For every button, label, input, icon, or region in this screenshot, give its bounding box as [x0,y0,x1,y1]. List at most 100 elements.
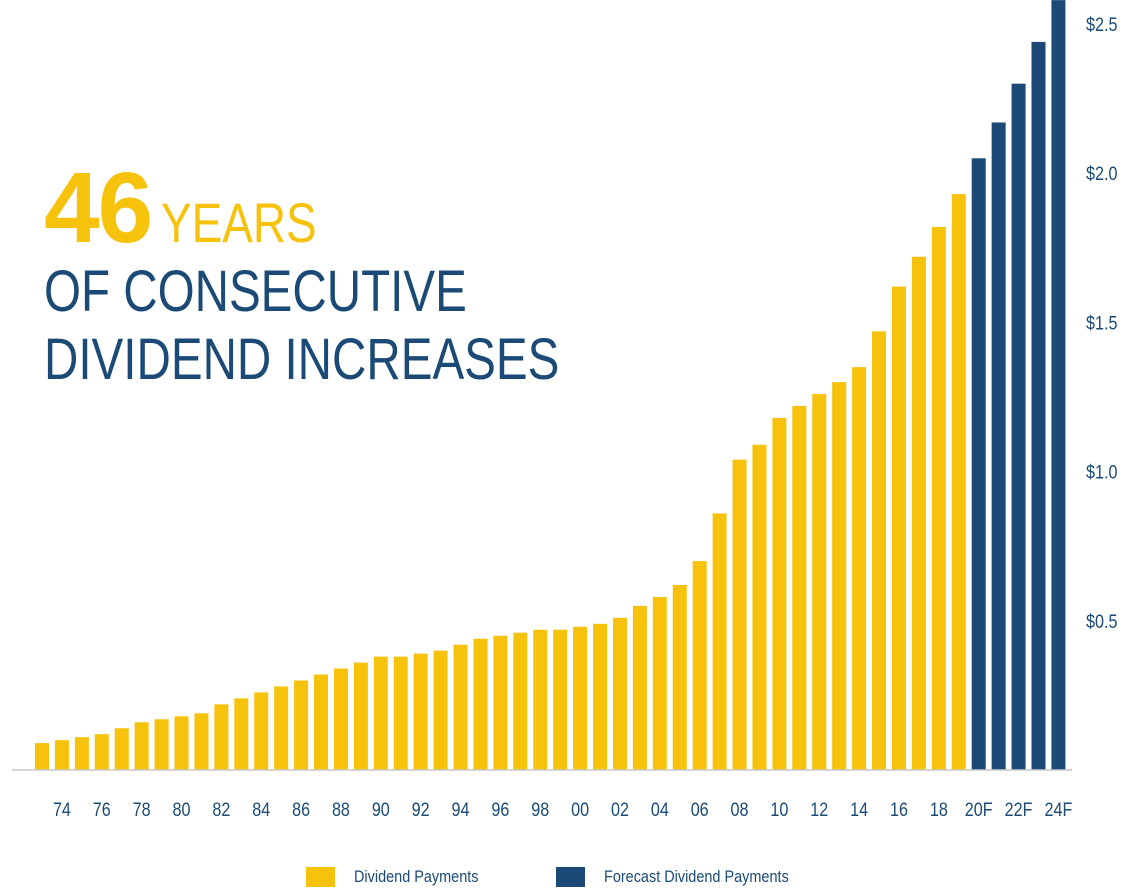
y-tick-labels: $0.5 $1.0 $1.5 $2.0 $2.5 [1086,14,1118,632]
bar-dividend-09 [752,444,767,770]
x-tick-92: 92 [412,799,430,821]
bar-dividend-94 [453,644,468,770]
bar-dividend-97 [513,632,528,770]
bar-dividend-98 [533,629,548,770]
x-tick-96: 96 [491,799,509,821]
y-tick-1-5: $1.5 [1086,312,1118,334]
headline-line-2: DIVIDEND INCREASES [44,327,560,392]
bar-dividend-11 [792,405,807,770]
legend-item-forecast: Forecast Dividend Payments [556,867,821,887]
x-tick-02: 02 [611,799,629,821]
y-tick-0-5: $0.5 [1086,611,1118,633]
bar-dividend-05 [672,584,687,770]
bar-dividend-78 [134,722,149,770]
bar-dividend-08 [732,459,747,770]
legend-swatch-dividend [306,867,335,887]
bar-dividend-82 [214,704,229,770]
bar-dividend-99 [553,629,568,770]
x-tick-16: 16 [890,799,908,821]
years-label: YEARS [161,191,317,254]
bar-dividend-14 [852,367,867,770]
bar-dividend-19 [951,194,966,771]
x-tick-88: 88 [332,799,350,821]
x-tick-90: 90 [372,799,390,821]
legend-label-dividend: Dividend Payments [354,867,479,886]
legend-label-forecast: Forecast Dividend Payments [604,867,790,886]
bar-dividend-77 [114,728,129,770]
x-tick-22F: 22F [1005,799,1033,821]
x-tick-08: 08 [731,799,749,821]
bar-dividend-18 [931,226,946,770]
legend-swatch-forecast [556,867,586,887]
bar-dividend-90 [373,656,388,770]
x-tick-12: 12 [810,799,828,821]
headline: 46 YEARS OF CONSECUTIVE DIVIDEND INCREAS… [44,158,672,394]
x-tick-labels: 74 76 78 80 82 84 86 88 90 92 94 96 98 00 02 04 06 08 10 12… [53,799,1073,821]
bar-forecast-21F [991,122,1006,771]
bar-dividend-86 [294,680,309,770]
headline-line-1: OF CONSECUTIVE [44,259,467,324]
x-tick-10: 10 [770,799,788,821]
bar-dividend-83 [234,698,249,770]
bar-dividend-88 [333,668,348,770]
bar-dividend-76 [94,734,109,770]
x-tick-80: 80 [173,799,191,821]
bar-dividend-13 [832,382,847,770]
legend-item-dividend: Dividend Payments [306,867,500,887]
bar-dividend-85 [274,686,289,770]
bar-dividend-75 [74,737,89,770]
bar-dividend-00 [573,626,588,770]
x-tick-18: 18 [930,799,948,821]
x-tick-98: 98 [531,799,549,821]
bars-group [35,0,1066,771]
bar-dividend-06 [692,561,707,770]
bar-dividend-12 [812,394,827,770]
bar-dividend-04 [652,596,667,770]
x-tick-84: 84 [252,799,270,821]
bar-dividend-01 [593,623,608,770]
bar-dividend-92 [413,653,428,770]
bar-dividend-02 [612,617,627,770]
x-tick-14: 14 [850,799,868,821]
bar-dividend-81 [194,713,209,770]
bar-dividend-79 [154,719,169,770]
bar-dividend-74 [54,740,69,770]
bar-forecast-20F [971,158,986,770]
headline-row-years: 46 YEARS [44,158,672,258]
x-tick-06: 06 [691,799,709,821]
bar-dividend-73 [35,743,49,770]
bar-dividend-93 [433,650,448,770]
x-tick-78: 78 [133,799,151,821]
x-tick-24F: 24F [1045,799,1073,821]
bar-forecast-24F [1051,0,1066,770]
x-tick-04: 04 [651,799,669,821]
bar-dividend-03 [632,605,647,770]
bar-dividend-10 [772,417,787,770]
bar-forecast-22F [1011,83,1026,771]
bar-dividend-07 [712,513,727,770]
bar-dividend-91 [393,656,408,770]
x-tick-76: 76 [93,799,111,821]
y-tick-2: $2.0 [1086,163,1118,185]
bar-dividend-84 [254,692,269,770]
bar-dividend-87 [314,674,329,770]
bar-dividend-15 [872,331,887,770]
y-tick-2-5: $2.5 [1086,14,1118,36]
bar-dividend-80 [174,716,189,770]
bar-dividend-89 [353,662,368,770]
x-tick-82: 82 [212,799,230,821]
x-tick-86: 86 [292,799,310,821]
y-tick-1: $1.0 [1086,461,1118,483]
bar-dividend-16 [891,286,906,770]
bar-forecast-23F [1031,41,1046,770]
bar-dividend-96 [493,635,508,770]
chart-legend: Dividend Payments Forecast Dividend Paym… [306,867,822,887]
x-tick-00: 00 [571,799,589,821]
x-tick-74: 74 [53,799,71,821]
years-count: 46 [44,152,153,264]
bar-dividend-95 [473,638,488,770]
bar-dividend-17 [911,256,926,770]
x-tick-94: 94 [452,799,470,821]
x-tick-20F: 20F [965,799,993,821]
